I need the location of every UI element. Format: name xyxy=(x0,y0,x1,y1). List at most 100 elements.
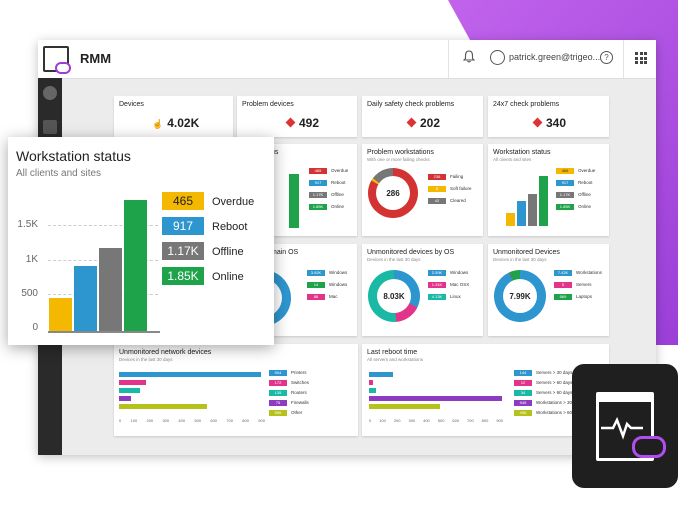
y-tick-label: 500 xyxy=(21,288,38,299)
problem-workstations-card[interactable]: Problem workstations With one or more fa… xyxy=(362,144,483,236)
legend-item: 14 Windows xyxy=(307,282,347,288)
legend-item: 88 Mac xyxy=(307,294,338,300)
legend-item: 1.31K Mac OSX xyxy=(428,282,469,288)
unmonitored-by-os-card[interactable]: Unmonitored devices by OS Devices in the… xyxy=(362,244,483,336)
card-title: Workstation status xyxy=(493,149,551,156)
stat-card-title: 24x7 check problems xyxy=(493,101,560,108)
card-subtitle: Devices in the last 30 days xyxy=(119,357,173,362)
bar-servers-60 xyxy=(369,380,373,385)
chart-bar xyxy=(506,213,515,226)
chart-bar xyxy=(289,174,299,228)
chart-bar-reboot xyxy=(74,266,97,331)
legend-item: 1.17K Offline xyxy=(556,192,591,198)
chart-bar-online xyxy=(124,200,147,331)
overlay-subtitle: All clients and sites xyxy=(16,168,102,179)
legend-item: 917 Reboot xyxy=(556,180,593,186)
workstation-status-overlay[interactable]: Workstation status All clients and sites… xyxy=(8,137,274,345)
cloud-icon xyxy=(632,436,666,458)
legend-item: 75 Firewalls xyxy=(269,400,309,406)
bar-workstations-60 xyxy=(369,404,440,409)
card-title: Unmonitored devices by OS xyxy=(367,249,455,256)
chart-bar-overdue xyxy=(49,298,72,331)
app-title: RMM xyxy=(80,51,112,66)
last-reboot-time-card[interactable]: Last reboot time All servers and worksta… xyxy=(362,344,609,436)
stat-card-title: Problem devices xyxy=(242,101,294,108)
legend-item: 465 Overdue xyxy=(556,168,595,174)
divider xyxy=(623,40,624,78)
bar-switches xyxy=(119,380,146,385)
bar-other xyxy=(119,404,207,409)
card-subtitle: With one or more failing checks xyxy=(367,157,430,162)
bar-servers-30 xyxy=(369,372,393,377)
chart-bar xyxy=(539,176,548,226)
legend-item: 12 Servers > 60 days xyxy=(514,380,572,386)
stat-card-title: Daily safety check problems xyxy=(367,101,455,108)
donut-chart: 8.03K xyxy=(368,270,420,322)
overlay-title: Workstation status xyxy=(16,148,131,164)
legend-item: 556 Other xyxy=(269,410,302,416)
cloud-icon xyxy=(55,62,71,74)
divider xyxy=(448,40,449,78)
donut-center-value: 7.99K xyxy=(503,279,537,313)
stat-card-24x7[interactable]: 24x7 check problems 340 xyxy=(488,96,609,137)
mini-bar-chart xyxy=(498,174,550,226)
bar-routers xyxy=(119,388,140,393)
grid-icon[interactable] xyxy=(635,52,647,64)
legend-item: 569 Laptops xyxy=(554,294,592,300)
rmm-logo-icon[interactable] xyxy=(43,46,71,74)
legend-item: 42 Cleared xyxy=(428,198,466,204)
window-icon xyxy=(596,392,654,461)
unmonitored-devices-card[interactable]: Unmonitored Devices Devices in the last … xyxy=(488,244,609,336)
legend-item: 4.13K Linux xyxy=(428,294,461,300)
card-subtitle: Devices in the last 30 days xyxy=(493,257,547,262)
workstation-status-card[interactable]: Workstation status All clients and sites… xyxy=(488,144,609,236)
donut-center-value: 8.03K xyxy=(377,279,411,313)
legend-item-online: 1.85K Online xyxy=(162,267,244,285)
sidebar-button[interactable] xyxy=(43,120,57,134)
bar-servers-90 xyxy=(369,388,376,393)
unmonitored-network-devices-card[interactable]: Unmonitored network devices Devices in t… xyxy=(114,344,358,436)
card-title: Problem workstations xyxy=(367,149,434,156)
stat-card-value: 202 xyxy=(406,116,440,130)
stat-card-value: ☝ 4.02K xyxy=(152,116,200,130)
user-icon[interactable] xyxy=(490,50,505,65)
legend-item: 172 Switches xyxy=(269,380,309,386)
donut-chart: 7.99K xyxy=(494,270,546,322)
warning-icon xyxy=(532,117,543,128)
legend-item-overdue: 465 Overdue xyxy=(162,192,254,210)
user-name[interactable]: patrick.green@trigeo... xyxy=(509,52,601,62)
stat-card-problem-devices[interactable]: Problem devices 492 xyxy=(237,96,357,137)
card-title: us xyxy=(271,149,279,156)
stat-card-devices[interactable]: Devices ☝ 4.02K xyxy=(114,96,233,137)
bell-icon[interactable] xyxy=(462,50,476,64)
y-tick-label: 0 xyxy=(32,322,38,333)
stat-card-daily-safety[interactable]: Daily safety check problems 202 xyxy=(362,96,483,137)
legend-item: 1.85K Online xyxy=(309,204,344,210)
x-axis-line xyxy=(48,331,160,333)
card-title: Unmonitored Devices xyxy=(493,249,560,256)
card-title: Unmonitored network devices xyxy=(119,349,212,356)
warning-icon xyxy=(285,117,296,128)
x-axis-ticks: 0 100 200 300 400 500 600 700 800 900 xyxy=(369,418,503,423)
legend-item: 34 Servers > 90 days xyxy=(514,390,572,396)
legend-item: 917 Reboot xyxy=(309,180,346,186)
x-axis-ticks: 0 100 200 300 400 500 600 700 800 900 xyxy=(119,418,265,423)
sidebar-button[interactable] xyxy=(43,86,57,100)
bar-firewalls xyxy=(119,396,131,401)
legend-item: 144 Servers > 30 days xyxy=(514,370,572,376)
legend-item-reboot: 917 Reboot xyxy=(162,217,247,235)
hand-icon: ☝ xyxy=(152,119,164,129)
stat-card-value: 340 xyxy=(532,116,566,130)
help-icon[interactable]: ? xyxy=(600,51,613,64)
card-title: main OS xyxy=(271,249,299,256)
legend-item: 3.92K Windows xyxy=(307,270,347,276)
legend-item: 5 Servers xyxy=(554,282,592,288)
card-subtitle: All servers and workstations xyxy=(367,357,424,362)
legend-item: 135 Routers xyxy=(269,390,307,396)
legend-item: 1.85K Online xyxy=(556,204,591,210)
card-subtitle: All clients and sites xyxy=(493,157,532,162)
legend-item: 945 Workstations > 30 days xyxy=(514,400,583,406)
top-bar: RMM patrick.green@trigeo... ? xyxy=(38,40,656,79)
legend-item: 8 Soft failure xyxy=(428,186,472,192)
legend-item: 7.42K Workstations xyxy=(554,270,602,276)
